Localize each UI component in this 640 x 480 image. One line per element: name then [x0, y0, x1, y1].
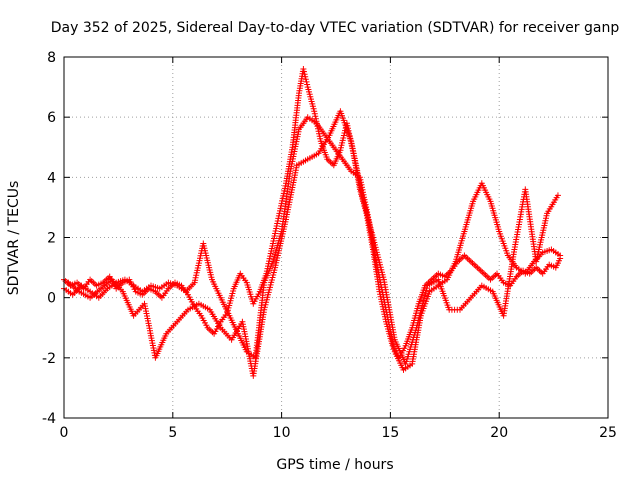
- tick-layer: 0 5 10 15 20 25 -4 -2 0 2 4 6 8: [42, 50, 617, 441]
- y-tick-label: 6: [47, 110, 56, 126]
- y-tick-label: -2: [42, 351, 56, 367]
- data-point-marker: [302, 76, 309, 83]
- x-tick-label: 20: [490, 425, 508, 441]
- data-point-marker: [300, 66, 307, 72]
- series-line: [68, 109, 559, 376]
- data-point-marker: [303, 78, 310, 85]
- series-trace-c: [65, 108, 561, 379]
- chart-title: Day 352 of 2025, Sidereal Day-to-day VTE…: [51, 20, 620, 36]
- y-tick-label: 8: [47, 50, 56, 66]
- x-tick-label: 0: [60, 425, 69, 441]
- series-line: [63, 68, 561, 359]
- series-trace-b: [61, 114, 564, 373]
- x-tick-label: 5: [168, 425, 177, 441]
- grid-layer: [64, 57, 608, 418]
- series-layer: [61, 66, 564, 379]
- data-point-marker: [301, 68, 307, 75]
- x-tick-label: 10: [273, 425, 291, 441]
- data-point-marker: [557, 252, 564, 259]
- x-axis-title: GPS time / hours: [276, 457, 393, 473]
- data-point-marker: [301, 71, 308, 78]
- y-tick-label: 2: [47, 231, 56, 247]
- y-tick-label: 0: [47, 291, 56, 307]
- y-tick-label: -4: [42, 411, 56, 427]
- x-tick-label: 25: [599, 425, 617, 441]
- y-tick-label: 4: [47, 170, 56, 186]
- x-tick-label: 15: [381, 425, 399, 441]
- data-point-marker: [554, 192, 561, 199]
- series-trace-a: [61, 66, 564, 361]
- data-point-marker: [304, 81, 311, 88]
- y-axis-title: SDTVAR / TECUs: [6, 181, 22, 296]
